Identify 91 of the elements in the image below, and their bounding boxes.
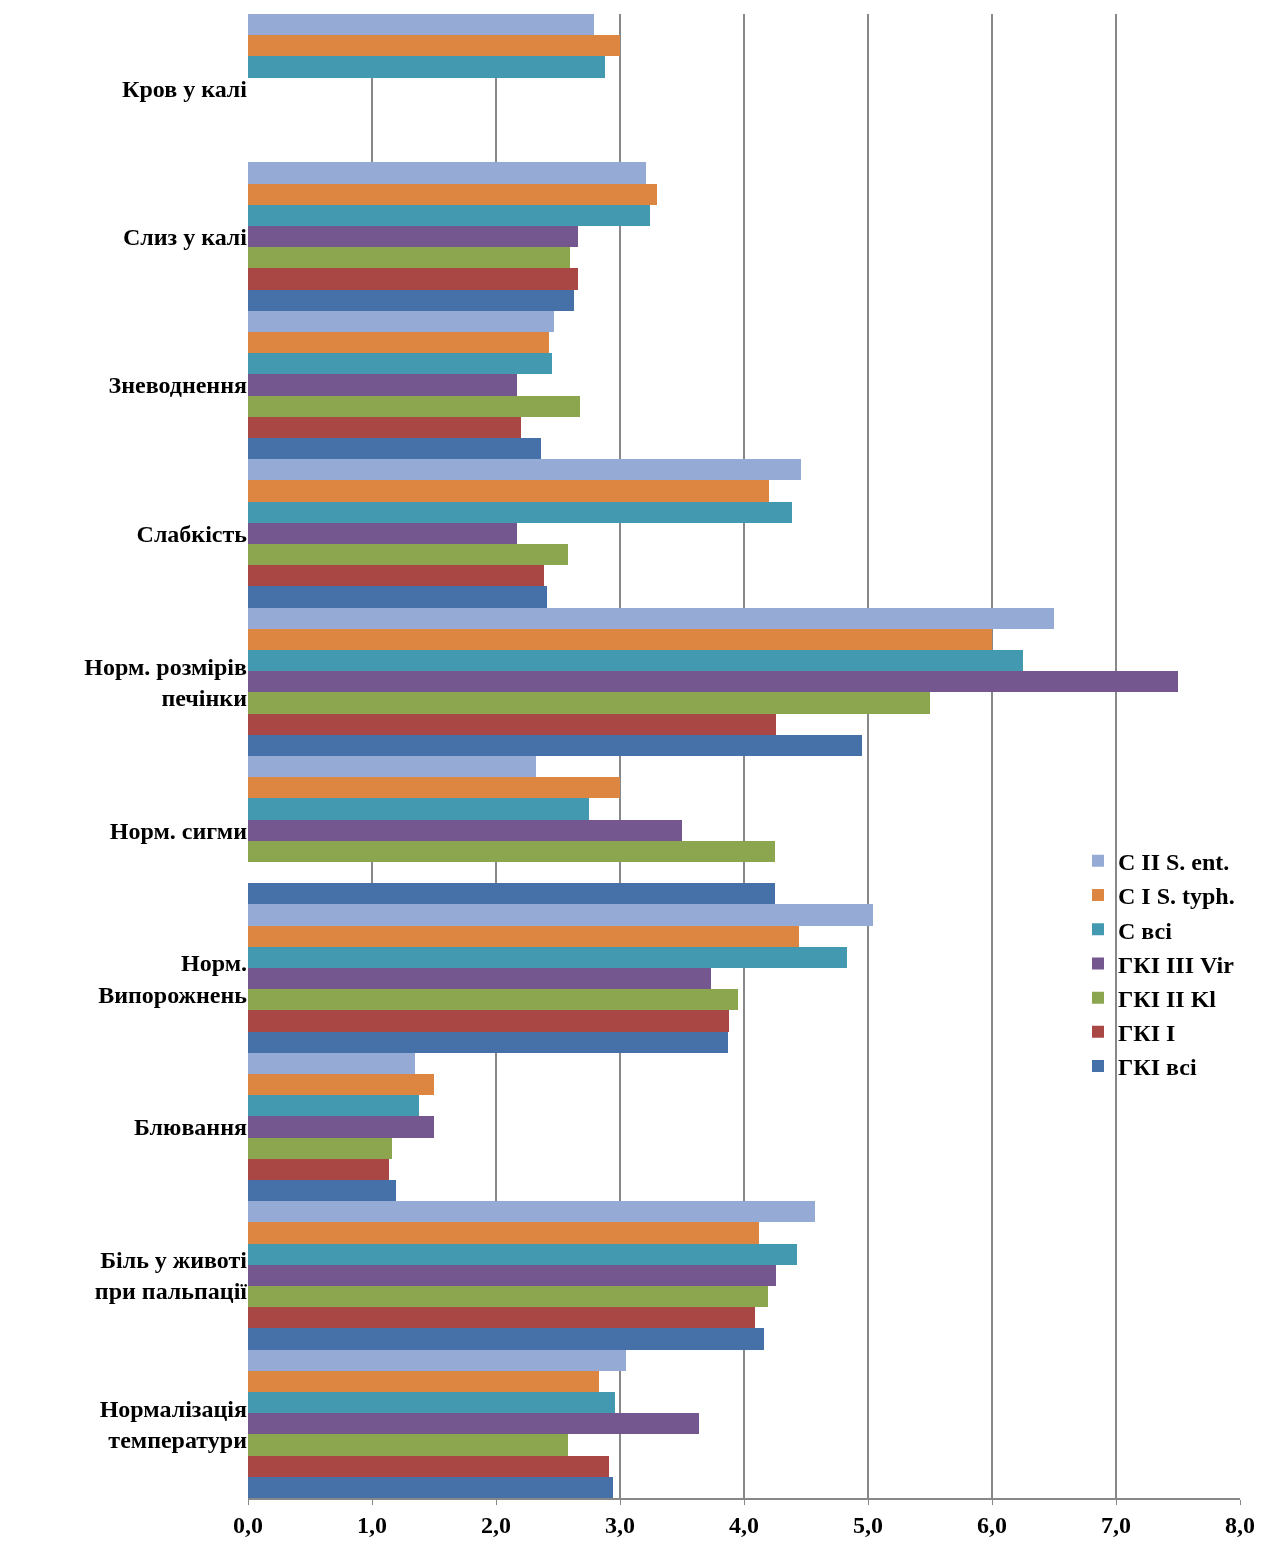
bar	[248, 204, 650, 226]
bar	[248, 586, 547, 608]
y-tick-label: Зневоднення	[108, 372, 248, 399]
bar	[248, 1116, 434, 1138]
x-tick-label: 2,0	[481, 1512, 511, 1539]
bar	[248, 438, 541, 460]
x-tick-label: 5,0	[853, 1512, 883, 1539]
bar	[248, 1455, 609, 1477]
bar	[248, 289, 575, 311]
bar	[248, 650, 1023, 672]
bar	[248, 353, 552, 375]
bar	[248, 544, 568, 566]
bar	[248, 819, 682, 841]
legend-label: ГКІ всі	[1118, 1054, 1197, 1081]
bar	[248, 925, 799, 947]
bar	[248, 713, 777, 735]
legend-label: C II S. ent.	[1118, 849, 1230, 876]
x-tick-label: 8,0	[1225, 1512, 1255, 1539]
bar	[248, 501, 793, 523]
bar	[248, 1137, 392, 1159]
bar	[248, 1286, 768, 1308]
bar	[248, 268, 578, 290]
bar	[248, 734, 862, 756]
y-tick-label: Кров у калі	[122, 75, 248, 102]
bar	[248, 756, 536, 778]
x-tick-label: 1,0	[357, 1512, 387, 1539]
bar	[248, 35, 620, 57]
bar	[248, 183, 658, 205]
bar	[248, 565, 545, 587]
bar	[248, 459, 802, 481]
bar	[248, 56, 606, 78]
bar	[248, 247, 571, 269]
x-tick-label: 6,0	[977, 1512, 1007, 1539]
bar	[248, 395, 581, 417]
y-tick-label: Норм. розмірів печінки	[84, 653, 248, 711]
bar	[248, 1074, 434, 1096]
bar	[248, 1031, 728, 1053]
bar	[248, 226, 578, 248]
bar	[248, 968, 711, 990]
y-tick-label: Норм. сигми	[109, 817, 248, 844]
bar	[248, 374, 518, 396]
y-tick-label: Слиз у калі	[122, 224, 248, 250]
legend-label: C I S. typh.	[1118, 883, 1235, 910]
bar	[248, 904, 873, 926]
y-tick-label: Біль у животі при пальпації	[94, 1247, 248, 1305]
bar	[248, 1349, 627, 1371]
bar	[248, 416, 521, 438]
bar	[248, 310, 555, 332]
bar	[248, 1370, 599, 1392]
legend-label: C всі	[1118, 917, 1173, 944]
bar	[248, 1264, 777, 1286]
legend-label: ГКІ ІІІ Vir	[1118, 951, 1235, 978]
bar	[248, 883, 775, 905]
bar	[248, 1434, 568, 1456]
bar	[248, 522, 518, 544]
y-tick-label: Нормалізація температури	[99, 1395, 248, 1453]
bar	[248, 1158, 390, 1180]
bar	[248, 989, 738, 1011]
x-tick-label: 7,0	[1101, 1512, 1131, 1539]
bar	[248, 1307, 756, 1329]
legend-label: ГКІ ІІ Kl	[1118, 986, 1217, 1013]
bar	[248, 1180, 396, 1202]
bar	[248, 628, 992, 650]
x-tick-label: 4,0	[729, 1512, 759, 1539]
y-tick-label: Блювання	[134, 1114, 247, 1141]
bar	[248, 1392, 616, 1414]
bar	[248, 480, 769, 502]
bar	[248, 777, 620, 799]
bar	[248, 1476, 613, 1498]
bar	[248, 798, 589, 820]
y-tick-label: Норм. Випорожнень	[98, 950, 248, 1008]
bar	[248, 1222, 759, 1244]
y-tick-label: Слабкість	[136, 520, 248, 547]
bar	[248, 332, 550, 354]
bar	[248, 946, 847, 968]
x-tick-label: 3,0	[605, 1512, 635, 1539]
bar	[248, 1328, 764, 1350]
bar	[248, 1243, 798, 1265]
bar	[248, 840, 775, 862]
bar	[248, 1201, 815, 1223]
bar	[248, 671, 1178, 693]
bar	[248, 1010, 730, 1032]
bar	[248, 1413, 700, 1435]
bar	[248, 607, 1054, 629]
bar	[248, 14, 594, 36]
legend-label: ГКІ І	[1118, 1020, 1176, 1047]
bar	[248, 1095, 420, 1117]
x-tick-label: 0,0	[233, 1512, 263, 1539]
bar	[248, 162, 647, 184]
bar	[248, 692, 930, 714]
bar	[248, 1052, 416, 1074]
